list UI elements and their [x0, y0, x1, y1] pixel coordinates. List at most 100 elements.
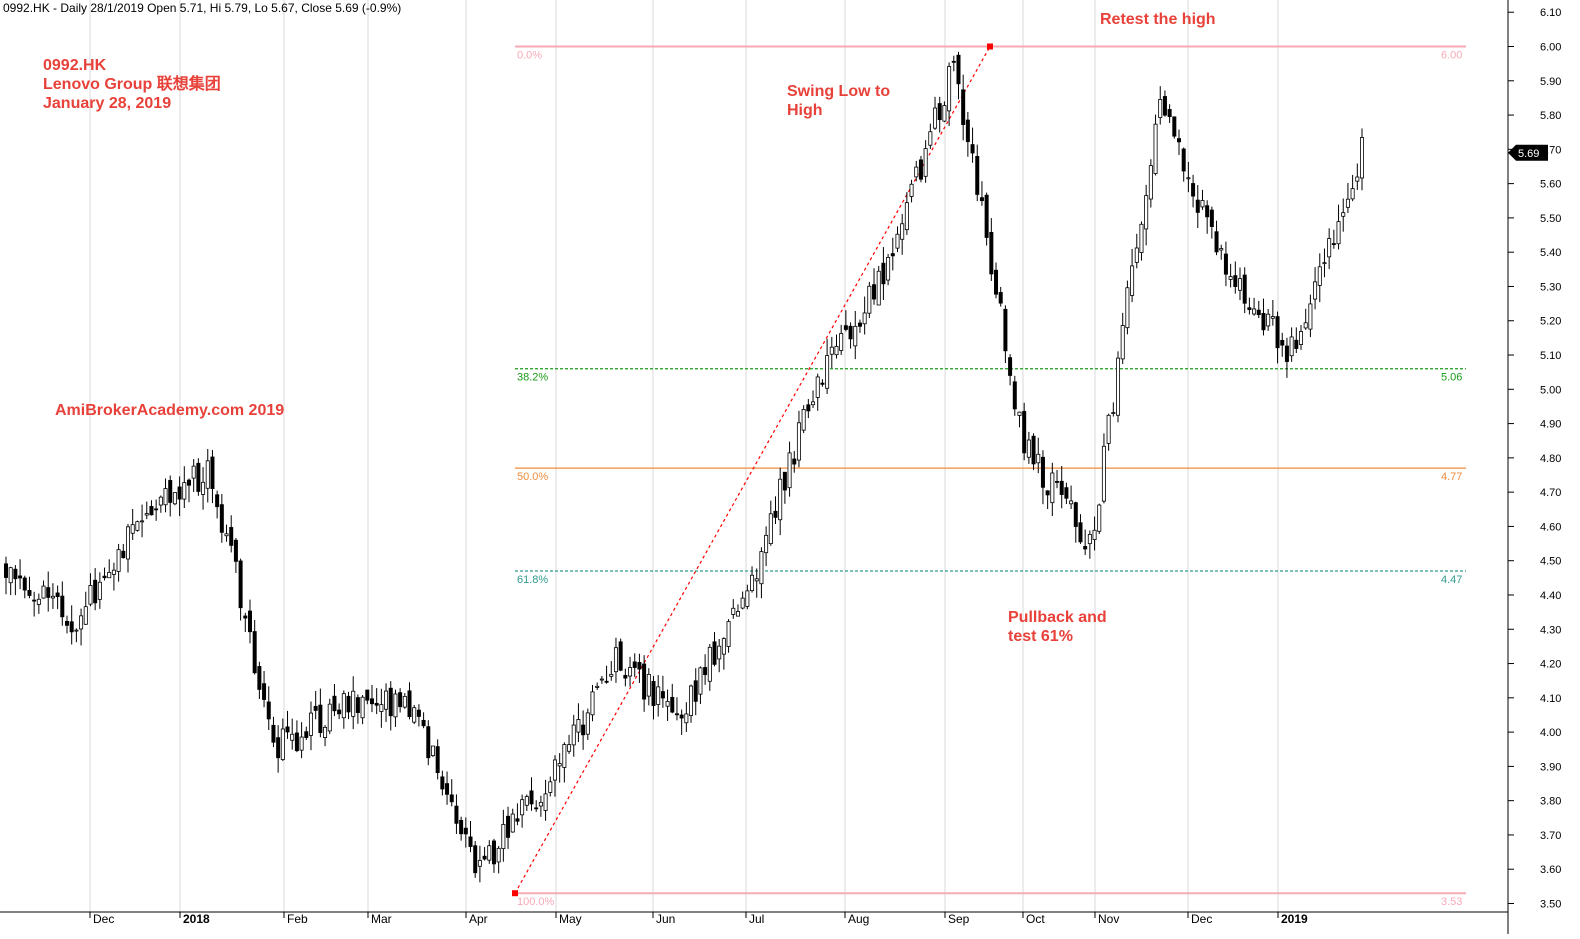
candle-up: [1341, 212, 1346, 217]
candle-down: [1022, 411, 1027, 454]
candle-down: [168, 480, 173, 503]
candle-down: [252, 631, 257, 674]
candle-down: [247, 610, 252, 633]
candle-up: [1200, 200, 1205, 208]
candle-down: [881, 262, 886, 285]
candle-up: [1130, 265, 1135, 296]
candle-up: [764, 534, 769, 554]
candle-up: [731, 607, 736, 615]
candle-up: [1270, 316, 1275, 319]
candle-up: [1148, 165, 1153, 200]
candle-up: [787, 452, 792, 489]
candle-down: [177, 486, 182, 500]
candle-up: [1219, 248, 1224, 251]
candle-down: [219, 504, 224, 533]
candle-up: [829, 346, 834, 355]
y-tick-label: 4.60: [1540, 521, 1561, 533]
y-tick-label: 5.60: [1540, 179, 1561, 191]
candle-up: [599, 678, 604, 681]
candle-up: [140, 520, 145, 523]
candle-up: [1120, 325, 1125, 360]
candle-up: [36, 598, 41, 605]
candle-up: [1026, 439, 1031, 458]
candle-up: [1017, 411, 1022, 416]
candle-down: [243, 615, 248, 619]
candle-up: [1313, 281, 1318, 300]
candle-down: [693, 680, 698, 702]
candle-up: [41, 585, 46, 599]
candle-up: [97, 581, 102, 600]
candle-down: [22, 577, 27, 591]
candle-down: [1195, 199, 1200, 213]
candle-down: [186, 479, 191, 486]
candle-up: [947, 66, 952, 112]
candle-down: [637, 662, 642, 670]
x-tick-label: Dec: [93, 912, 114, 926]
candle-down: [679, 714, 684, 719]
candle-up: [778, 478, 783, 521]
candle-down: [1008, 357, 1013, 376]
candle-up: [1186, 177, 1191, 180]
fib-value-label: 5.06: [1441, 372, 1462, 384]
candle-down: [660, 691, 665, 699]
candle-down: [674, 713, 679, 716]
candle-up: [595, 685, 600, 688]
x-tick-label: Feb: [287, 912, 308, 926]
candle-up: [1069, 500, 1074, 505]
candle-down: [337, 709, 342, 715]
candle-down: [848, 325, 853, 340]
y-tick-label: 5.00: [1540, 384, 1561, 396]
candle-up: [182, 482, 187, 500]
fib-value-label: 6.00: [1441, 50, 1462, 62]
candle-down: [1045, 490, 1050, 496]
candle-down: [388, 687, 393, 717]
candle-up: [144, 513, 149, 516]
candle-up: [665, 701, 670, 707]
candle-up: [308, 712, 313, 736]
candle-down: [271, 724, 276, 743]
candle-down: [989, 231, 994, 275]
candle-down: [463, 827, 468, 835]
candle-up: [510, 813, 515, 833]
candle-up: [1036, 453, 1041, 464]
candle-down: [1040, 456, 1045, 488]
candle-down: [1233, 275, 1238, 287]
candle-up: [895, 233, 900, 249]
candle-up: [8, 567, 13, 584]
candle-up: [1144, 195, 1149, 230]
candle-down: [937, 103, 942, 121]
candle-up: [327, 703, 332, 732]
candle-down: [918, 159, 923, 180]
candle-up: [1308, 303, 1313, 330]
candle-up: [646, 673, 651, 697]
candle-up: [341, 693, 346, 719]
candle-up: [1111, 412, 1116, 414]
y-tick-label: 3.60: [1540, 864, 1561, 876]
candle-up: [360, 696, 365, 719]
swing-line: [512, 43, 993, 897]
candle-up: [590, 691, 595, 716]
candle-down: [951, 60, 956, 63]
candle-up: [158, 496, 163, 506]
candle-down: [262, 683, 267, 700]
fib-level-label: 50.0%: [517, 471, 548, 483]
candle-up: [172, 492, 177, 505]
candle-down: [1256, 309, 1261, 316]
candle-down: [4, 563, 9, 578]
y-tick-label: 4.90: [1540, 419, 1561, 431]
retest-annotation: Retest the high: [1100, 11, 1216, 28]
candle-up: [191, 465, 196, 479]
swing-high-marker: [987, 43, 993, 50]
candle-down: [1083, 546, 1088, 550]
candle-down: [1059, 480, 1064, 495]
y-axis: 3.50 3.60 3.70 3.80 3.90 4.00 4.10 4.20 4.30 4.40…: [1507, 0, 1561, 934]
candle-down: [238, 560, 243, 609]
x-tick-label: Apr: [469, 912, 488, 926]
candle-up: [135, 521, 140, 531]
x-tick-label: 2018: [183, 912, 210, 926]
candle-down: [1214, 231, 1219, 253]
candle-up: [1125, 287, 1130, 329]
candle-down: [1172, 116, 1177, 137]
